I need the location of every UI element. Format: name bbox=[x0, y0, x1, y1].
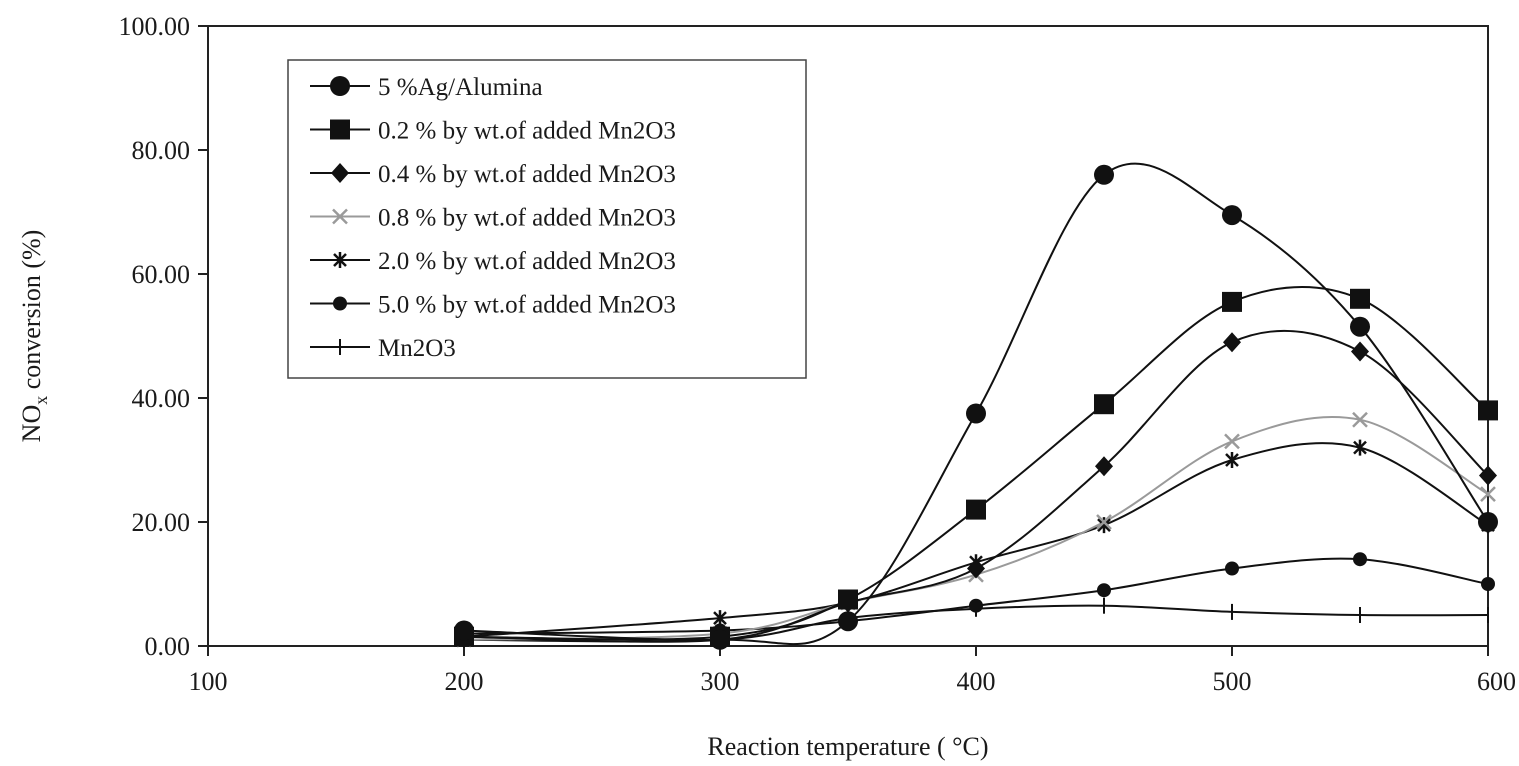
y-tick-label: 40.00 bbox=[132, 384, 191, 413]
data-point bbox=[1097, 583, 1111, 598]
x-tick-label: 300 bbox=[701, 667, 740, 696]
legend-label: 5.0 % by wt.of added Mn2O3 bbox=[378, 292, 676, 319]
legend-item: 5 %Ag/Alumina bbox=[310, 74, 543, 101]
series-line bbox=[463, 557, 1489, 635]
data-point bbox=[969, 598, 983, 613]
legend-item: 2.0 % by wt.of added Mn2O3 bbox=[310, 248, 676, 275]
data-point bbox=[1225, 452, 1239, 468]
data-point bbox=[1480, 486, 1496, 502]
data-point bbox=[1097, 517, 1111, 534]
legend-marker bbox=[333, 296, 347, 311]
data-point bbox=[966, 499, 986, 520]
legend: 5 %Ag/Alumina 0.2 % by wt.of added Mn2O3 0… bbox=[287, 59, 807, 379]
legend-item: Mn2O3 bbox=[310, 335, 456, 362]
legend-label: Mn2O3 bbox=[378, 335, 456, 362]
y-tick-label: 20.00 bbox=[132, 508, 191, 537]
data-point bbox=[1350, 316, 1370, 337]
series-points bbox=[454, 164, 1498, 650]
x-axis-title: Reaction temperature ( °C) bbox=[707, 732, 988, 761]
data-point bbox=[1095, 456, 1113, 477]
legend-marker bbox=[331, 163, 349, 183]
x-axis: 100 200 300 400 500 600 bbox=[189, 646, 1516, 696]
data-point bbox=[454, 620, 474, 641]
legend-item: 5.0 % by wt.of added Mn2O3 bbox=[310, 292, 676, 319]
y-tick-label: 0.00 bbox=[145, 632, 191, 661]
series-points bbox=[454, 288, 1498, 647]
series-markers bbox=[454, 164, 1498, 650]
x-tick-label: 400 bbox=[957, 667, 996, 696]
data-point bbox=[1353, 439, 1367, 456]
series-line bbox=[463, 442, 1489, 638]
y-axis: 0.00 20.00 40.00 60.00 80.00 100.00 bbox=[119, 12, 208, 661]
data-point bbox=[1094, 394, 1114, 415]
legend-marker bbox=[333, 252, 347, 268]
data-point bbox=[1094, 164, 1114, 185]
legend-marker bbox=[330, 76, 350, 96]
data-point bbox=[838, 611, 858, 632]
data-point bbox=[1351, 341, 1369, 362]
x-tick-label: 200 bbox=[445, 667, 484, 696]
data-point bbox=[1353, 552, 1367, 567]
data-point bbox=[967, 558, 985, 579]
y-axis-title: NOx conversion (%) bbox=[17, 230, 51, 443]
data-point bbox=[1352, 411, 1368, 428]
data-point bbox=[1225, 561, 1239, 576]
data-point bbox=[1222, 291, 1242, 312]
data-point bbox=[713, 610, 727, 627]
legend-label: 0.8 % by wt.of added Mn2O3 bbox=[378, 205, 676, 232]
data-point bbox=[710, 629, 730, 650]
legend-item: 0.4 % by wt.of added Mn2O3 bbox=[310, 161, 676, 188]
data-point bbox=[1478, 512, 1498, 532]
data-point bbox=[1222, 205, 1242, 226]
data-point bbox=[1481, 577, 1495, 591]
legend-marker bbox=[330, 119, 350, 140]
data-point bbox=[966, 403, 986, 424]
legend-box bbox=[287, 59, 807, 379]
y-tick-label: 60.00 bbox=[132, 260, 191, 289]
data-point bbox=[1096, 514, 1112, 530]
data-point bbox=[1478, 400, 1498, 421]
legend-item: 0.2 % by wt.of added Mn2O3 bbox=[310, 118, 676, 145]
data-point bbox=[1479, 465, 1497, 486]
data-point bbox=[1350, 288, 1370, 309]
x-tick-label: 600 bbox=[1477, 667, 1516, 696]
legend-label: 0.4 % by wt.of added Mn2O3 bbox=[378, 161, 676, 188]
x-tick-label: 500 bbox=[1213, 667, 1252, 696]
data-point bbox=[1224, 433, 1240, 450]
data-point bbox=[838, 589, 858, 610]
legend-marker bbox=[332, 208, 348, 225]
legend-item: 0.8 % by wt.of added Mn2O3 bbox=[310, 205, 676, 232]
legend-label: 2.0 % by wt.of added Mn2O3 bbox=[378, 248, 676, 275]
legend-label: 5 %Ag/Alumina bbox=[378, 74, 543, 101]
data-point bbox=[1223, 332, 1241, 353]
x-tick-label: 100 bbox=[189, 667, 228, 696]
legend-label: 0.2 % by wt.of added Mn2O3 bbox=[378, 118, 676, 145]
y-tick-label: 100.00 bbox=[119, 12, 191, 41]
y-tick-label: 80.00 bbox=[132, 136, 191, 165]
